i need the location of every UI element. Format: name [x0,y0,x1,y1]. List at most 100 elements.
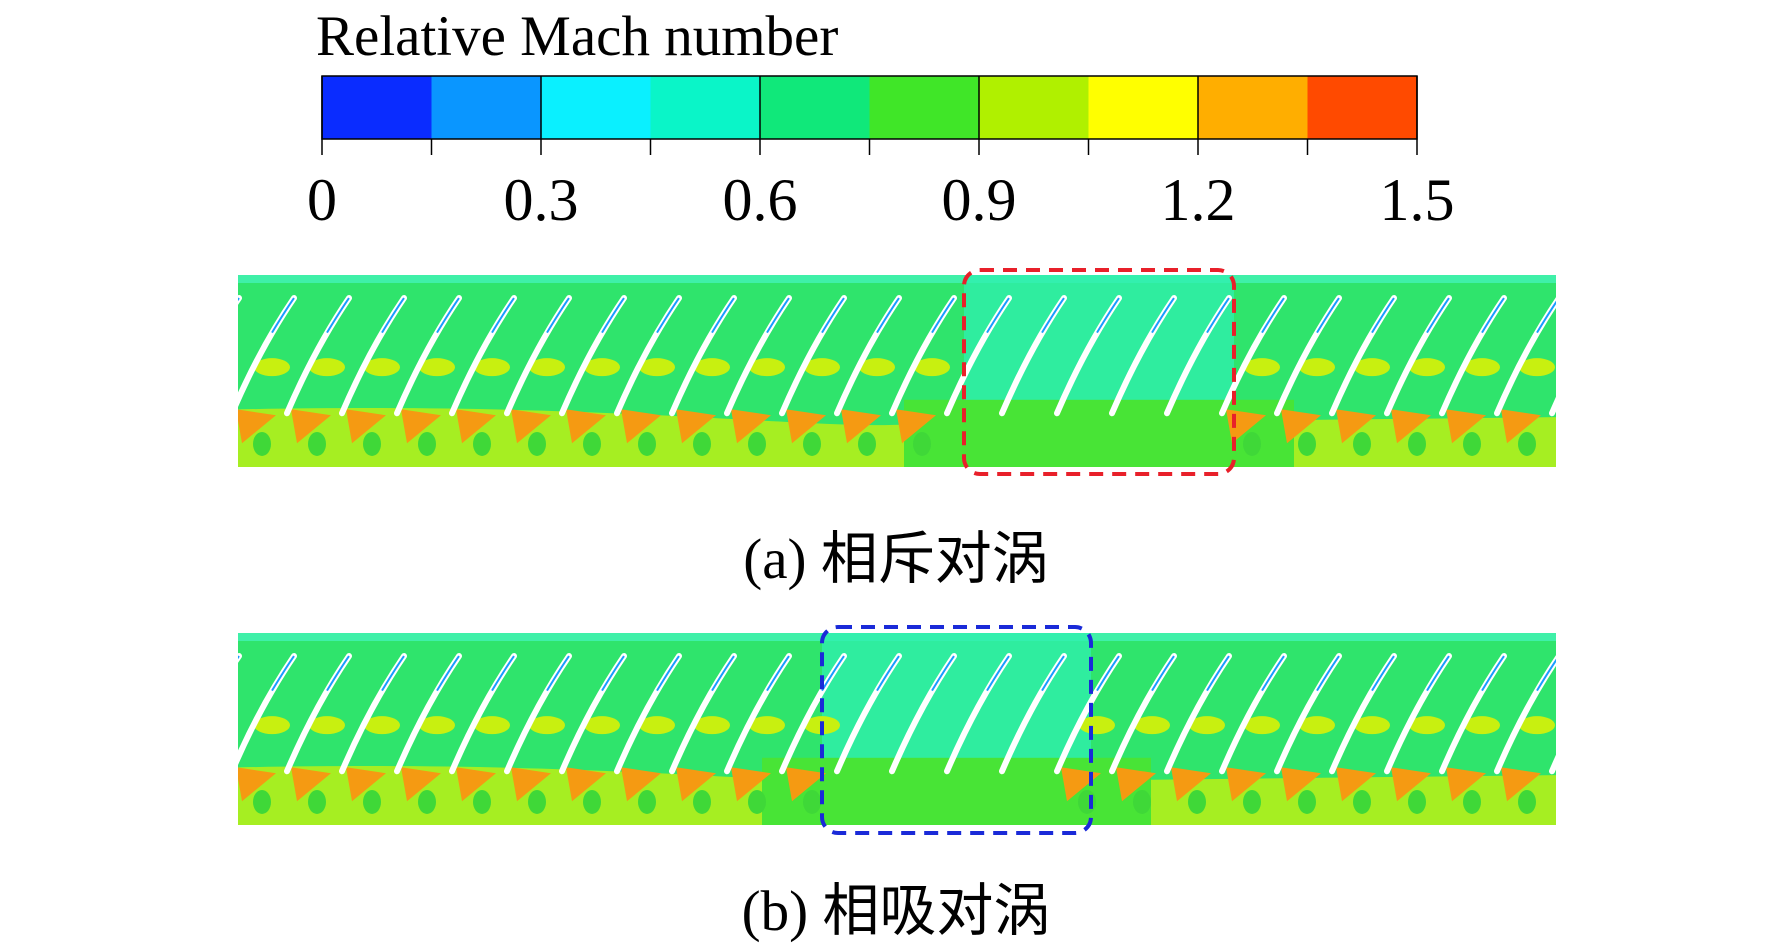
panels: (a) 相斥对涡 (b) 相吸对涡 [181,268,1669,943]
color-bin [431,76,542,139]
wake-blob [308,431,326,456]
shock-region [1446,767,1486,802]
shock-region [1226,767,1266,802]
wake-blob [1353,431,1371,456]
shock-region [566,767,606,802]
shock-region [1391,409,1431,444]
blade-edge [1371,655,1395,692]
blade-edge [766,655,790,692]
yellow-region [1409,358,1445,377]
wake-blob [693,431,711,456]
yellow-region [1354,358,1390,377]
shock-region [401,409,441,444]
wake-blob [1463,431,1481,456]
yellow-region [1244,716,1280,735]
blade-edge [601,297,625,334]
yellow-region [1464,358,1500,377]
yellow-region [749,358,785,377]
wake-blob [1188,789,1206,814]
contour-panel [198,633,1669,825]
shock-region [291,409,331,444]
blade-edge [381,297,405,334]
wake-blob [528,789,546,814]
wake-blob [473,431,491,456]
wake-blob [583,789,601,814]
wake-blob [803,431,821,456]
shock-region [238,767,276,802]
shock-region [1556,409,1596,443]
yellow-region [1519,358,1555,377]
shock-region [621,767,661,802]
wake-blob [1518,789,1536,814]
shock-region [1336,409,1376,444]
yellow-region [1079,716,1115,735]
blade-edge [436,297,460,334]
shock-region [1171,767,1211,802]
blade-edge [931,655,955,692]
blade-edge [1096,655,1120,692]
blade-edge [1316,655,1340,692]
yellow-region [1354,716,1390,735]
blade-edge [1151,655,1175,692]
shock-region [181,409,221,443]
yellow-region [639,716,675,735]
blade-edge [546,655,570,692]
blade-edge [1261,297,1285,334]
shock-region [1501,409,1541,444]
yellow-region [364,716,400,735]
yellow-region [474,716,510,735]
wake-blob [748,789,766,814]
blade [1607,656,1669,771]
tick-label: 1.2 [1161,167,1236,233]
wake-blob [1628,432,1646,456]
blade-edge [1426,655,1450,692]
yellow-region [914,358,950,377]
yellow-region [309,358,345,377]
wake-blob [1518,431,1536,456]
wake-blob [363,789,381,814]
blade [238,295,242,305]
color-bin [650,76,761,139]
shock-region [511,409,551,444]
tick-label: 1.5 [1380,167,1455,233]
wake-blob [418,789,436,814]
yellow-region [529,358,565,377]
yellow-region [529,716,565,735]
blade-edge [326,297,350,334]
blade-edge [271,297,295,334]
yellow-region [804,358,840,377]
blade-edge [711,297,735,334]
wake-blob [803,789,821,814]
tick-label: 0.9 [942,167,1017,233]
blade-edge [821,297,845,334]
blade-edge [876,297,900,334]
shock-region [621,409,661,444]
tick-label: 0.6 [723,167,798,233]
shock-region [896,409,936,444]
yellow-region [1519,716,1555,735]
yellow-region [1189,716,1225,735]
blade-edge [931,297,955,334]
yellow-region [254,716,290,735]
shock-region [676,409,716,444]
wake-blob [1628,790,1646,814]
blade-edge [821,655,845,692]
wake-blob [473,789,491,814]
blade-edge [656,297,680,334]
blade [238,653,242,663]
blade-edge [1481,297,1505,334]
blade-edge [876,655,900,692]
wake-blob [1133,789,1151,814]
wake-blob [198,790,216,814]
wake-blob [858,431,876,456]
blade-edge [1536,300,1556,334]
wake-blob [1408,789,1426,814]
yellow-region [1629,358,1665,376]
blade-edge [436,655,460,692]
wake-blob [1298,431,1316,456]
color-bin [1307,76,1418,139]
shock-region [1446,409,1486,444]
yellow-region [584,358,620,377]
yellow-region [1409,716,1445,735]
blade-edge [1536,658,1556,692]
